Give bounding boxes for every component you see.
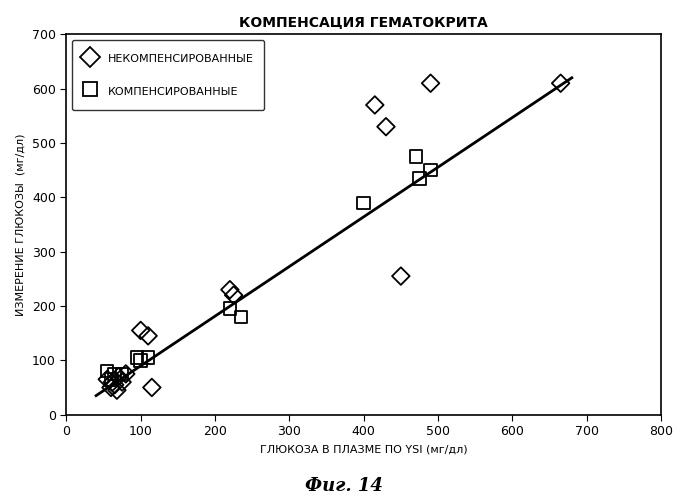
- Text: Фиг. 14: Фиг. 14: [305, 477, 383, 495]
- Point: [425, 79, 436, 87]
- Point: [105, 384, 116, 392]
- Point: [142, 354, 153, 362]
- Point: [109, 381, 120, 389]
- Point: [224, 304, 235, 312]
- Point: [369, 101, 380, 109]
- Point: [120, 370, 131, 378]
- Point: [414, 174, 425, 182]
- Legend: НЕКОМПЕНСИРОВАННЫЕ, КОМПЕНСИРОВАННЫЕ: НЕКОМПЕНСИРОВАННЫЕ, КОМПЕНСИРОВАННЫЕ: [72, 40, 264, 110]
- Point: [425, 166, 436, 174]
- Point: [224, 286, 235, 294]
- Point: [109, 370, 120, 378]
- Point: [555, 79, 566, 87]
- Point: [107, 378, 118, 386]
- Point: [113, 372, 124, 380]
- Point: [396, 272, 407, 280]
- Point: [105, 376, 116, 384]
- Point: [358, 199, 369, 207]
- Point: [228, 291, 239, 299]
- Point: [147, 384, 158, 392]
- Point: [131, 354, 142, 362]
- Point: [235, 313, 246, 321]
- Title: КОМПЕНСАЦИЯ ГЕМАТОКРИТА: КОМПЕНСАЦИЯ ГЕМАТОКРИТА: [239, 15, 488, 29]
- Point: [410, 152, 421, 160]
- Y-axis label: ИЗМЕРЕНИЕ ГЛЮКОЗЫ  (мг/дл): ИЗМЕРЕНИЕ ГЛЮКОЗЫ (мг/дл): [15, 133, 25, 316]
- Point: [116, 378, 127, 386]
- Point: [102, 367, 113, 375]
- Point: [135, 326, 146, 334]
- Point: [116, 370, 127, 378]
- Point: [380, 122, 391, 130]
- Point: [142, 332, 153, 340]
- Point: [135, 356, 146, 364]
- Point: [102, 376, 113, 384]
- Point: [111, 386, 122, 394]
- X-axis label: ГЛЮКОЗА В ПЛАЗМЕ ПО YSI (мг/дл): ГЛЮКОЗА В ПЛАЗМЕ ПО YSI (мг/дл): [260, 445, 467, 455]
